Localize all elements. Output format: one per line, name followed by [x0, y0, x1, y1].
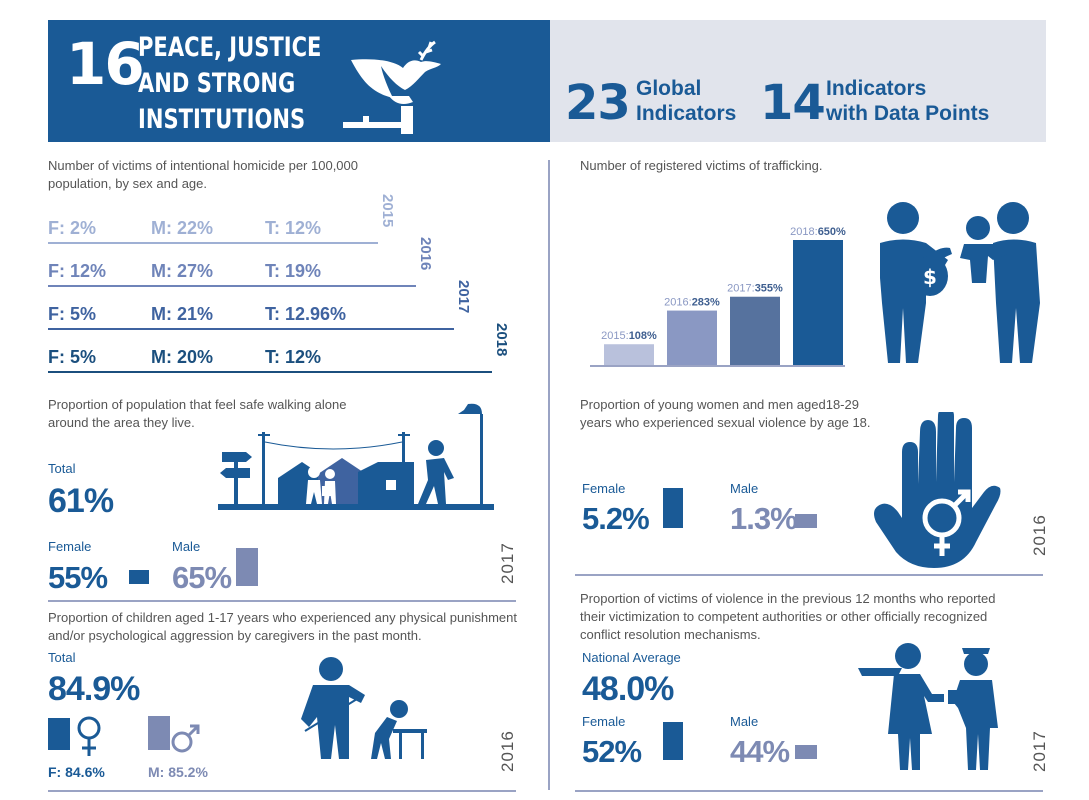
sv-female-bar [663, 488, 683, 528]
goal-title: PEACE, JUSTICE AND STRONG INSTITUTIONS [138, 32, 322, 135]
safe-total-label: Total [48, 461, 76, 476]
child-female-value: F: 84.6% [48, 764, 105, 780]
sv-female-label: Female [582, 481, 626, 496]
reporting-caption: Proportion of victims of violence in the… [580, 591, 996, 642]
trafficking-label-2017: 2017:355% [727, 283, 783, 295]
safe-male-bar [236, 548, 258, 586]
safe-female-value: 55% [48, 560, 108, 595]
reporting-national-value: 48.0% [582, 670, 674, 708]
homicide-year-2016: 2016 [417, 237, 434, 271]
homicide-total-2017: T: 12.96% [265, 304, 347, 324]
reporting-male-label: Male [730, 714, 759, 729]
homicide-caption: Number of victims of intentional homicid… [48, 158, 358, 191]
trafficking-bar-2015 [604, 344, 654, 365]
homicide-total-2018: T: 12% [265, 347, 322, 367]
trafficking-label-2018: 2018:650% [790, 226, 846, 238]
homicide-female-2015: F: 2% [48, 218, 97, 238]
dove-gavel-icon [343, 40, 441, 134]
reporting-male-value: 44% [730, 734, 790, 769]
reporting-divider [575, 790, 1043, 792]
reporting-male-bar [795, 745, 817, 759]
trafficking-bar-2018 [793, 240, 843, 365]
homicide-female-2016: F: 12% [48, 261, 107, 281]
goal-banner: 16 PEACE, JUSTICE AND STRONG INSTITUTION… [48, 20, 550, 142]
trafficking-chart: 2015:108% 2016:283% 2017:355% 2018:650% [590, 226, 846, 367]
sv-divider [575, 574, 1043, 576]
safe-female-label: Female [48, 539, 92, 554]
male-symbol-icon [171, 724, 200, 753]
safe-walking-caption: Proportion of population that feel safe … [48, 397, 347, 430]
child-female-bar [48, 718, 70, 750]
global-label: Global Indicators [636, 77, 737, 125]
trafficking-label-2015: 2015:108% [601, 330, 657, 342]
trafficking-people-icon: $ [880, 202, 1040, 363]
reporting-female-label: Female [582, 714, 626, 729]
sv-male-value: 1.3% [730, 501, 798, 536]
homicide-total-2016: T: 19% [265, 261, 322, 281]
homicide-male-2018: M: 20% [151, 347, 214, 367]
reporting-year: 2017 [1030, 730, 1049, 772]
child-divider [48, 790, 516, 792]
goal-number: 16 [66, 30, 145, 98]
trafficking-label-2016: 2016:283% [664, 297, 720, 309]
safe-total-value: 61% [48, 482, 114, 520]
sv-female-value: 5.2% [582, 501, 650, 536]
safe-male-value: 65% [172, 560, 232, 595]
sv-year: 2016 [1030, 514, 1049, 556]
child-male-bar [148, 716, 170, 750]
global-count: 23 [565, 75, 631, 131]
homicide-female-2018: F: 5% [48, 347, 97, 367]
homicide-total-2015: T: 12% [265, 218, 322, 238]
safe-male-label: Male [172, 539, 201, 554]
child-punishment-caption: Proportion of children aged 1-17 years w… [48, 610, 518, 643]
child-male-value: M: 85.2% [148, 764, 208, 780]
reporting-female-bar [663, 722, 683, 760]
homicide-female-2017: F: 5% [48, 304, 97, 324]
sv-male-bar [795, 514, 817, 528]
homicide-line-2018 [48, 371, 492, 373]
woman-police-icon [858, 643, 998, 770]
center-divider [548, 160, 550, 790]
indicators-label: Indicators with Data Points [826, 77, 990, 125]
indicator-stats: 23 Global Indicators 14 Indicators with … [550, 20, 1046, 142]
homicide-line-2017 [48, 328, 454, 330]
homicide-line-2016 [48, 285, 416, 287]
homicide-male-2016: M: 27% [151, 261, 214, 281]
homicide-year-2017: 2017 [455, 280, 472, 314]
homicide-year-2018: 2018 [493, 323, 510, 357]
homicide-year-2015: 2015 [379, 194, 396, 228]
safe-divider [48, 600, 516, 602]
female-symbol-icon [77, 716, 101, 756]
homicide-male-2017: M: 21% [151, 304, 214, 324]
homicide-male-2015: M: 22% [151, 218, 214, 238]
sv-male-label: Male [730, 481, 759, 496]
child-total-label: Total [48, 650, 76, 665]
safe-female-bar [129, 570, 149, 584]
reporting-national-label: National Average [582, 650, 681, 665]
homicide-line-2015 [48, 242, 378, 244]
child-year: 2016 [498, 730, 517, 772]
safe-year: 2017 [498, 542, 517, 584]
sexual-violence-caption: Proportion of young women and men aged18… [580, 397, 871, 430]
svg-text:$: $ [923, 265, 937, 289]
homicide-table: F: 2% M: 22% T: 12% 2015 F: 12% M: 27% T: 19% 2… [48, 194, 510, 380]
indicators-count: 14 [760, 75, 826, 131]
town-walker-icon [218, 403, 494, 510]
child-total-value: 84.9% [48, 670, 140, 708]
trafficking-baseline [590, 365, 845, 367]
stop-hand-gender-icon [874, 412, 1001, 568]
trafficking-bar-2017 [730, 296, 780, 365]
reporting-female-value: 52% [582, 734, 642, 769]
adult-child-icon [301, 657, 427, 759]
trafficking-bar-2016 [667, 310, 717, 365]
trafficking-caption: Number of registered victims of traffick… [580, 158, 823, 173]
